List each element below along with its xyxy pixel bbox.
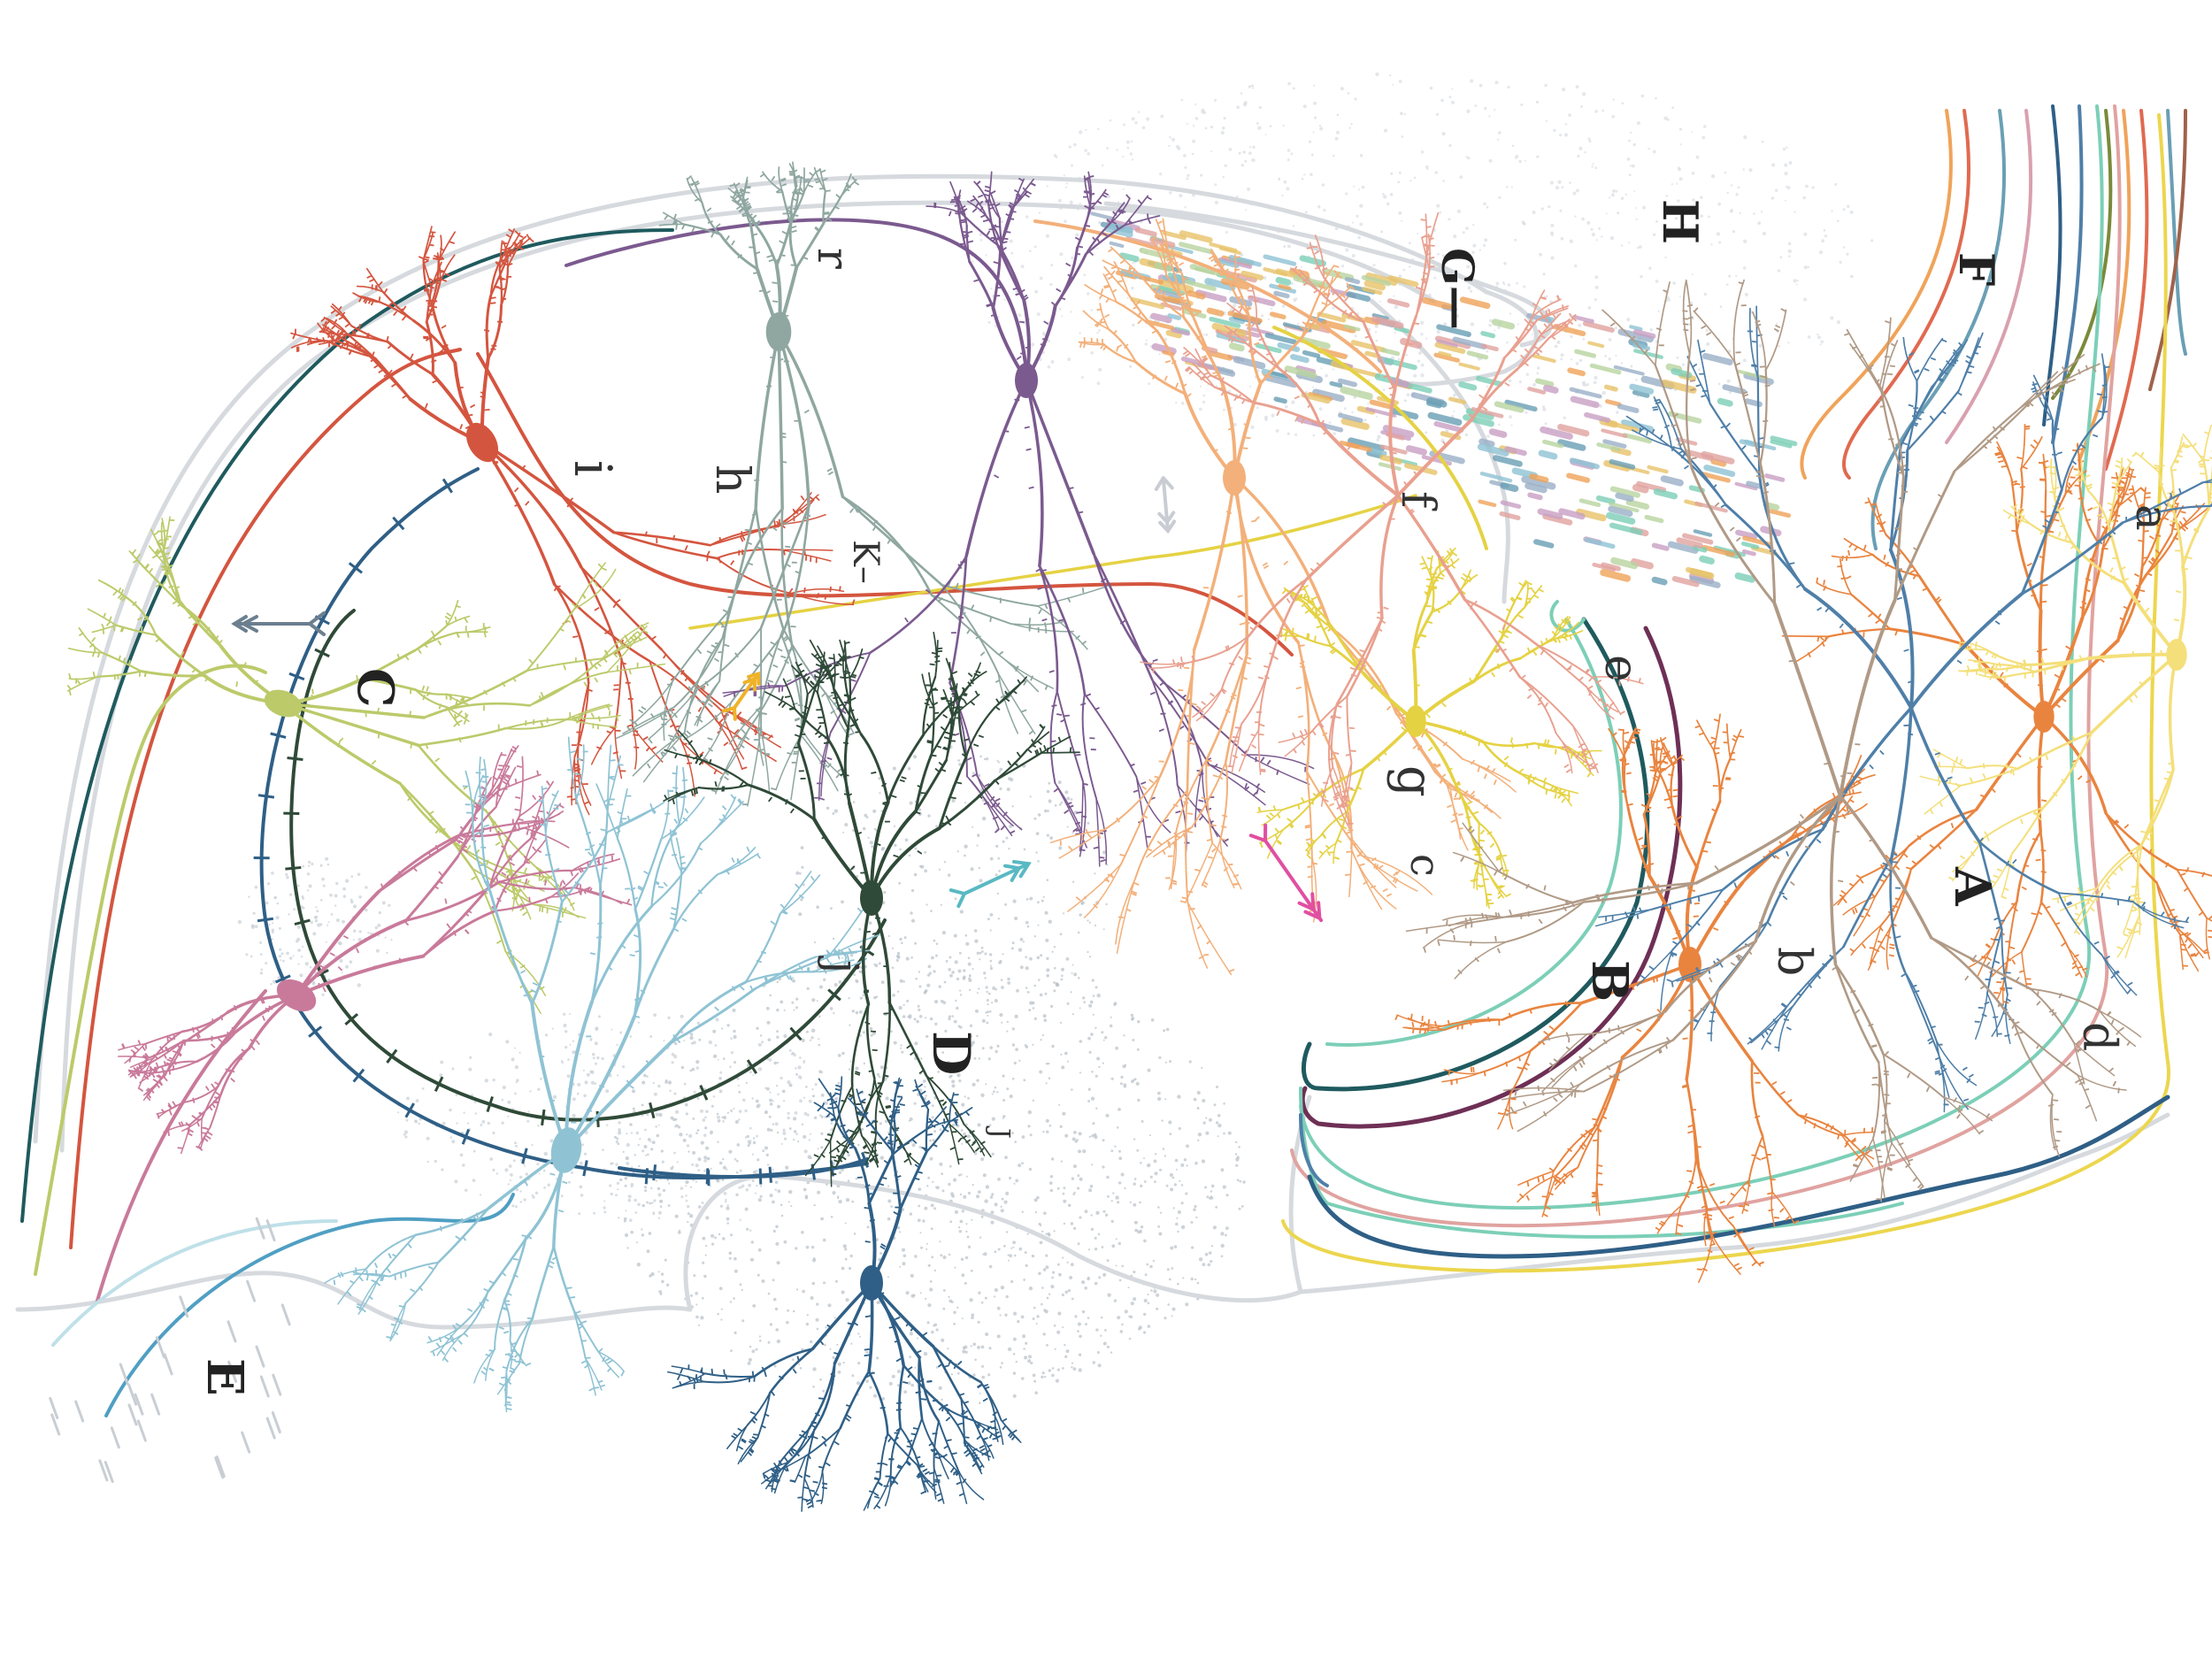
granule-blue <box>667 1076 1022 1512</box>
fiber-teal-1 <box>1870 109 2007 550</box>
axon-yellow <box>688 494 1417 630</box>
label-j: j <box>817 956 868 974</box>
label-i: i <box>563 460 623 477</box>
pyramidal-red <box>290 226 856 816</box>
fiber-brown-1 <box>2148 109 2187 391</box>
label-b: b <box>1767 947 1820 976</box>
pyramidal-pink <box>117 745 633 1155</box>
pyramidal-red-soma <box>465 422 499 463</box>
arc-blue-bottom-2 <box>1299 1113 1329 1187</box>
fiber-red-1 <box>1842 109 1970 480</box>
arrow-silver <box>1154 476 1177 534</box>
arc-mint-2 <box>1549 600 1586 633</box>
label-C: C <box>346 668 404 708</box>
pyramidal-sage-r <box>615 161 1111 807</box>
granule-blue-soma <box>860 1265 883 1301</box>
pyramidal-purple <box>722 171 1315 867</box>
stellate-orange-A-soma <box>2033 701 2055 733</box>
axon-purple-loop <box>565 218 1028 373</box>
g-loop-outline <box>1103 201 1553 348</box>
label-e: e <box>1594 655 1647 682</box>
axon-yellow-curve <box>1272 326 1488 550</box>
label-d: d <box>2072 1022 2125 1051</box>
label-f: f <box>1391 491 1444 511</box>
label-h: h <box>705 465 758 495</box>
right-fiber-bundles <box>1800 104 2187 550</box>
cell-blue-A <box>1594 305 2212 1113</box>
fiber-pink-1 <box>1945 109 2033 444</box>
pyramidal-lightblue <box>324 736 880 1413</box>
arc-blue-bottom <box>1307 1094 2170 1259</box>
granule-dark-green-soma <box>860 880 883 916</box>
tissue-outlines <box>15 173 2170 1330</box>
stipple-regions <box>237 72 1874 1404</box>
basket-lime <box>66 516 666 1015</box>
cell-blue-A-soma <box>1909 704 1914 711</box>
label-B: B <box>1580 960 1639 1002</box>
cell-tan-b-soma <box>1838 793 1843 800</box>
axon-red <box>476 352 1294 657</box>
arrows <box>231 476 1324 923</box>
cell-salmon-f <box>1140 211 1644 830</box>
labels: H G— F a b A d B e f g c C i h r K– j D … <box>196 199 2177 1396</box>
label-a: a <box>2126 504 2177 531</box>
label-c-right: c <box>1402 854 1449 877</box>
arrow-grey-left <box>231 611 326 636</box>
neuron-layer <box>66 161 2212 1512</box>
left-long-fibers <box>20 228 674 1417</box>
fiber-lime-long <box>34 664 267 1276</box>
pyramidal-pink-soma <box>276 979 317 1012</box>
cell-tan-b <box>1405 279 2142 1202</box>
fiber-dark-teal <box>20 228 674 1223</box>
stellate-yellow-a <box>1919 424 2212 959</box>
stellate-yellow-a-soma <box>2166 639 2187 671</box>
schaffer-axon-blue <box>253 467 869 1187</box>
label-D: D <box>921 1031 981 1075</box>
axon-blue-D <box>618 1151 870 1185</box>
fiber-orange-2 <box>2078 109 2131 462</box>
label-E: E <box>196 1358 254 1396</box>
pyramidal-lightblue-soma <box>550 1127 582 1173</box>
basket-lime-soma <box>264 689 303 718</box>
mossy-fiber-dark-green <box>283 609 887 1127</box>
pyramidal-sage-r-soma <box>765 312 792 351</box>
pyramidal-peach-soma <box>1223 460 1246 495</box>
label-J: J <box>984 1125 1015 1139</box>
fiber-orange-1 <box>1800 109 1953 480</box>
label-r: r <box>808 248 859 269</box>
label-G: G— <box>1432 248 1484 330</box>
arrow-cyan <box>949 859 1032 909</box>
arrow-gold <box>721 671 761 721</box>
fiber-pink-long <box>96 989 267 1302</box>
outer-outline-2 <box>59 200 1436 1153</box>
stellate-orange-B-soma <box>1678 947 1701 982</box>
lower-outline <box>15 1271 693 1330</box>
pyramidal-purple-soma <box>1015 363 1038 398</box>
label-g: g <box>1386 765 1443 797</box>
cornu-arcs <box>1281 104 2171 1273</box>
fiber-blue-E <box>104 1193 515 1417</box>
stellate-yellow-g-soma <box>1405 705 1426 737</box>
arc-plum <box>1300 626 1683 1129</box>
arrow-magenta <box>1248 823 1324 923</box>
label-K: K– <box>845 540 886 584</box>
stellate-orange-B <box>1394 713 1876 1283</box>
fiber-blue-2 <box>2051 104 2084 444</box>
fiber-red-2 <box>2104 109 2149 471</box>
label-H: H <box>1652 199 1709 244</box>
alveus-dashes <box>49 1217 291 1484</box>
label-F: F <box>1948 252 2005 286</box>
cell-salmon-f-soma <box>1395 492 1401 499</box>
granule-dark-green <box>663 632 1080 1187</box>
label-A: A <box>1943 866 2001 907</box>
fiber-blue-3 <box>2166 109 2187 356</box>
lower-boundary <box>1298 1112 2170 1294</box>
fiber-blue-light-E <box>51 1219 338 1347</box>
